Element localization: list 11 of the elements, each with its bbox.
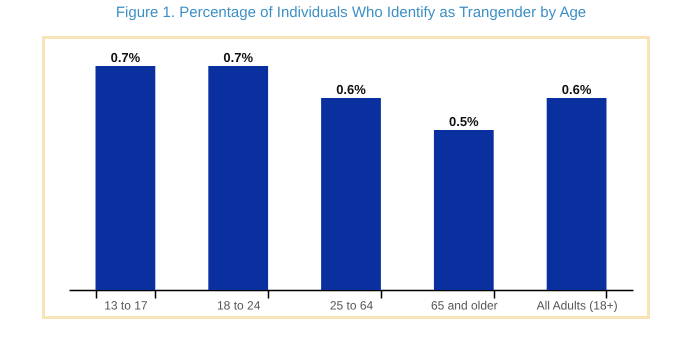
x-tick-label: 65 and older: [430, 298, 498, 312]
chart-title: Figure 1. Percentage of Individuals Who Identify as Trangender by Age: [116, 4, 586, 21]
data-label: 0.6%: [336, 82, 366, 97]
data-label: 0.7%: [110, 50, 141, 65]
data-label: 0.6%: [562, 82, 592, 97]
x-tick-label: 18 to 24: [217, 298, 261, 312]
data-label: 0.5%: [448, 114, 480, 129]
x-tick-label: 25 to 64: [330, 298, 374, 312]
x-tick-label: 13 to 17: [104, 298, 148, 312]
x-tick-label: All Adults (18+): [536, 298, 618, 312]
data-label: 0.7%: [223, 50, 254, 65]
